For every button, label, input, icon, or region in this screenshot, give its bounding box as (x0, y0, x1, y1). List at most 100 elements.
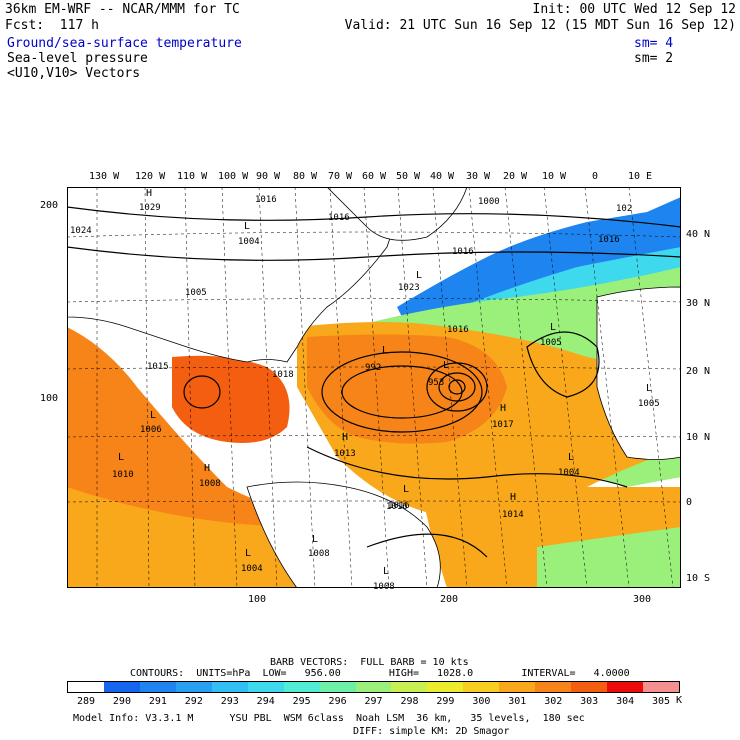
pressure-label: 1017 (492, 420, 514, 430)
contours-legend: CONTOURS: UNITS=hPa LOW= 956.00 HIGH= 10… (130, 668, 630, 679)
pressure-label: 1005 (185, 288, 207, 298)
lon-label: 10 E (628, 171, 653, 182)
pressure-label: 1016 (598, 235, 620, 245)
pressure-label: 1008 (308, 549, 330, 559)
color-bar-tick-label: 304 (616, 696, 635, 707)
color-bar-segment (607, 682, 644, 692)
high-marker: H (204, 463, 211, 474)
high-marker: H (342, 432, 349, 443)
color-bar-tick-label: 295 (292, 696, 311, 707)
color-bar-segment (355, 682, 392, 692)
pressure-label: 1004 (241, 564, 263, 574)
low-marker: L (244, 221, 251, 232)
grid-x-label: 100 (248, 594, 267, 605)
pressure-label: 1016 (328, 213, 350, 223)
pressure-label: 1018 (272, 370, 294, 380)
lat-label: 40 N (686, 229, 711, 240)
field-label-slp: Sea-level pressure (7, 51, 148, 66)
pressure-label: 1004 (238, 237, 260, 247)
pressure-label: 1008 (373, 582, 395, 592)
pressure-label: 1004 (558, 468, 580, 478)
low-marker: L (150, 410, 157, 421)
barb-vectors-legend: BARB VECTORS: FULL BARB = 10 kts (270, 657, 469, 668)
weather-map (67, 187, 681, 588)
sst-pacific-cool (67, 487, 307, 588)
grid-x-label: 300 (633, 594, 652, 605)
color-bar-tick-label: 291 (148, 696, 167, 707)
lon-label: 20 W (503, 171, 528, 182)
field-sm-sst: sm= 4 (634, 36, 674, 51)
lat-label: 0 (686, 497, 693, 508)
high-marker: H (500, 403, 507, 414)
lon-label: 50 W (396, 171, 421, 182)
low-marker: L (118, 452, 125, 463)
lon-label: 100 W (218, 171, 249, 182)
color-bar-segment (499, 682, 536, 692)
color-bar-segment (535, 682, 572, 692)
color-bar-segment (463, 682, 500, 692)
color-bar-segment (68, 682, 105, 692)
lon-label: 0 (592, 171, 599, 182)
land-north-america (67, 187, 408, 363)
color-bar-tick-label: 293 (220, 696, 239, 707)
pressure-label: 1000 (478, 197, 500, 207)
sst-hot-atlantic (307, 334, 507, 444)
pressure-label: 1023 (398, 283, 420, 293)
color-bar-tick-label: 303 (580, 696, 599, 707)
low-marker: L (550, 322, 557, 333)
field-sm-slp: sm= 2 (634, 51, 674, 66)
color-bar-tick-label: 294 (256, 696, 275, 707)
sst-blue-north (397, 197, 681, 327)
lon-label: 120 W (135, 171, 166, 182)
color-bar-segment (247, 682, 285, 692)
color-bar-tick-label: 300 (472, 696, 491, 707)
lon-label: 30 W (466, 171, 491, 182)
pressure-label: 1024 (70, 226, 92, 236)
low-marker: L (416, 270, 423, 281)
low-marker: L (646, 383, 653, 394)
high-marker: H (510, 492, 517, 503)
lon-label: 60 W (362, 171, 387, 182)
low-marker: L (403, 484, 410, 495)
low-marker: L (568, 452, 575, 463)
pressure-label: 992 (365, 363, 382, 373)
forecast-hour: Fcst: 117 h (5, 18, 99, 33)
pressure-label: 1029 (139, 203, 161, 213)
lon-label: 70 W (328, 171, 353, 182)
pressure-label: 1005 (638, 399, 660, 409)
low-marker: L (382, 345, 389, 356)
pressure-label: 1016 (452, 247, 474, 257)
lon-label: 90 W (256, 171, 281, 182)
field-label-sst: Ground/sea-surface temperature (7, 36, 242, 51)
pressure-label: 1013 (334, 449, 356, 459)
low-marker: L (383, 566, 390, 577)
color-bar-segment (427, 682, 464, 692)
color-bar-segment (175, 682, 213, 692)
model-info: Model Info: V3.3.1 M YSU PBL WSM 6class … (73, 713, 585, 724)
color-bar-segment (283, 682, 321, 692)
low-marker: L (245, 548, 252, 559)
color-bar-tick-label: 296 (328, 696, 347, 707)
color-bar-tick-label: 289 (76, 696, 96, 707)
pressure-label: 1016 (255, 195, 277, 205)
lon-label: 130 W (89, 171, 120, 182)
color-bar-segment (571, 682, 608, 692)
color-bar-tick-label: 305 (652, 696, 671, 707)
model-title: 36km EM-WRF -- NCAR/MMM for TC (5, 2, 240, 17)
lon-label: 10 W (542, 171, 567, 182)
color-bar-tick-label: 297 (364, 696, 383, 707)
lat-label: 10 N (686, 432, 711, 443)
lat-label: 20 N (686, 366, 711, 377)
lat-label: 10 S (686, 573, 711, 584)
sst-gulf (172, 355, 290, 443)
lon-label: 80 W (293, 171, 318, 182)
color-bar (67, 681, 680, 693)
color-bar-segment (319, 682, 357, 692)
isobars (67, 206, 681, 558)
color-bar-tick-label: 290 (112, 696, 131, 707)
land-greenland (326, 187, 468, 241)
color-bar-segment (643, 682, 680, 692)
sst-south-cool (537, 527, 681, 588)
color-bar-tick-label: 292 (184, 696, 203, 707)
color-bar-tick-label: 301 (508, 696, 527, 707)
